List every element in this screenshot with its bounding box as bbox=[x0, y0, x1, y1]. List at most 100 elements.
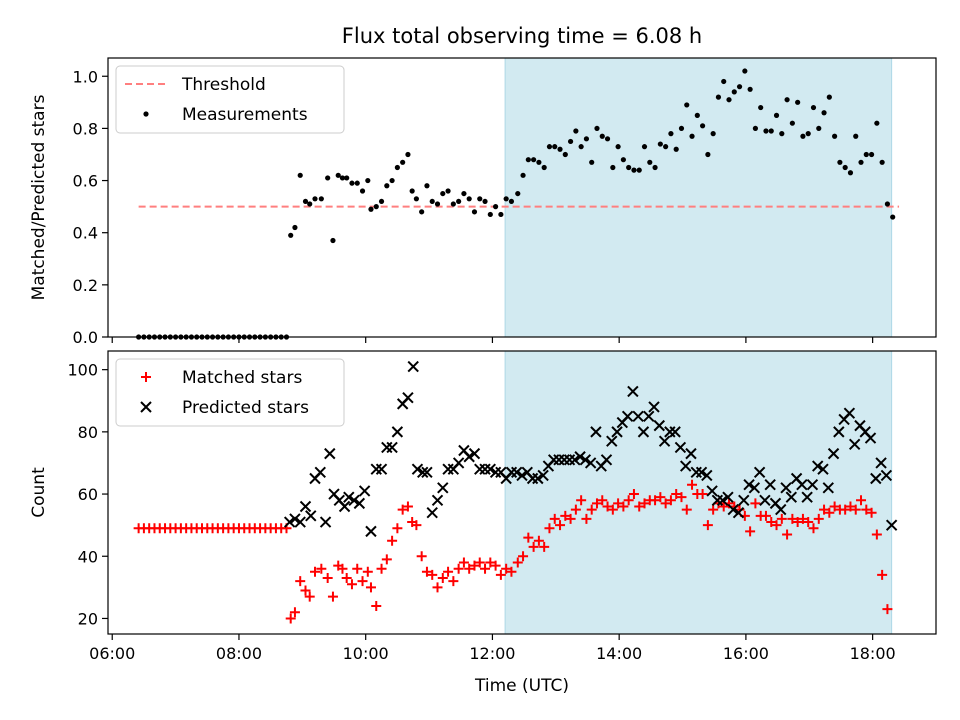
data-point bbox=[663, 144, 669, 150]
data-point bbox=[289, 607, 300, 618]
data-point bbox=[463, 451, 475, 463]
data-point bbox=[764, 479, 776, 491]
data-point bbox=[648, 401, 660, 413]
data-point bbox=[407, 360, 419, 373]
data-point bbox=[450, 201, 456, 207]
data-point bbox=[501, 563, 512, 574]
data-point bbox=[389, 177, 395, 184]
data-point bbox=[706, 485, 718, 497]
data-point bbox=[710, 131, 716, 137]
data-point bbox=[840, 504, 851, 515]
data-point bbox=[581, 513, 592, 524]
data-point bbox=[376, 563, 387, 574]
data-point bbox=[589, 159, 595, 165]
data-point bbox=[375, 463, 388, 475]
data-point bbox=[552, 144, 558, 150]
data-point bbox=[484, 463, 497, 475]
data-point bbox=[400, 159, 406, 165]
legend-label: Predicted stars bbox=[182, 398, 309, 418]
data-point bbox=[532, 472, 544, 485]
plot-frame bbox=[107, 57, 937, 338]
y-axis-label: Matched/Predicted stars bbox=[29, 94, 49, 300]
data-point bbox=[295, 576, 306, 587]
data-point bbox=[570, 504, 581, 515]
data-point bbox=[679, 460, 692, 472]
data-point bbox=[477, 196, 483, 202]
data-point bbox=[316, 563, 327, 574]
data-point bbox=[879, 159, 885, 165]
data-point bbox=[874, 120, 880, 126]
data-point bbox=[875, 457, 887, 469]
data-point bbox=[796, 479, 808, 491]
data-point bbox=[621, 410, 634, 423]
data-point bbox=[684, 102, 690, 108]
data-point bbox=[880, 469, 893, 482]
data-point bbox=[466, 196, 472, 202]
data-point bbox=[689, 133, 695, 139]
data-point bbox=[448, 576, 459, 587]
legend-label: Threshold bbox=[181, 75, 266, 95]
data-point bbox=[338, 500, 351, 513]
data-point bbox=[597, 495, 608, 506]
data-point bbox=[515, 190, 521, 197]
legend-label: Measurements bbox=[182, 105, 308, 125]
data-point bbox=[653, 419, 666, 432]
data-point bbox=[411, 520, 422, 531]
x-tick-label: 08:00 bbox=[216, 644, 262, 663]
data-point bbox=[549, 513, 560, 524]
data-point bbox=[560, 510, 571, 521]
data-point bbox=[314, 466, 326, 478]
data-point bbox=[578, 144, 584, 150]
data-point bbox=[283, 516, 296, 528]
data-point bbox=[668, 131, 674, 137]
data-point bbox=[821, 110, 827, 116]
data-point bbox=[445, 188, 451, 194]
data-point bbox=[310, 566, 320, 577]
data-point bbox=[771, 520, 782, 531]
data-point bbox=[464, 563, 475, 574]
data-point bbox=[304, 591, 315, 602]
data-point bbox=[322, 573, 333, 584]
data-point bbox=[643, 410, 655, 423]
series-predicted-stars bbox=[283, 360, 898, 538]
data-point bbox=[636, 167, 642, 173]
data-point bbox=[307, 201, 313, 207]
data-point bbox=[471, 209, 478, 215]
data-point bbox=[452, 457, 465, 469]
data-point bbox=[503, 196, 509, 202]
data-point bbox=[800, 133, 806, 139]
data-point bbox=[324, 447, 336, 460]
legend-box bbox=[115, 358, 345, 427]
legend: Threshold Measurements bbox=[115, 65, 345, 134]
data-point bbox=[456, 198, 462, 205]
data-point bbox=[343, 491, 355, 503]
data-point bbox=[562, 151, 568, 158]
data-point bbox=[780, 482, 792, 494]
data-point bbox=[745, 526, 756, 537]
data-point bbox=[715, 94, 722, 100]
data-point bbox=[490, 560, 501, 571]
data-point bbox=[391, 426, 404, 438]
data-point bbox=[346, 579, 357, 590]
data-point bbox=[611, 426, 623, 438]
data-point bbox=[705, 151, 711, 158]
data-point bbox=[528, 541, 539, 552]
data-point bbox=[817, 463, 829, 475]
data-point bbox=[312, 196, 318, 202]
data-point bbox=[416, 551, 427, 562]
data-point bbox=[405, 151, 411, 158]
plot-frame bbox=[107, 350, 937, 635]
data-point bbox=[866, 507, 877, 518]
data-point bbox=[591, 498, 602, 509]
y-tick-label: 0.6 bbox=[73, 172, 98, 191]
data-point bbox=[856, 495, 867, 506]
data-point bbox=[325, 175, 331, 181]
data-point bbox=[747, 86, 753, 92]
data-point bbox=[634, 501, 645, 512]
data-point bbox=[685, 447, 697, 460]
data-point bbox=[847, 170, 854, 176]
y-tick-label: 40 bbox=[78, 547, 98, 566]
data-point bbox=[358, 485, 371, 497]
data-point bbox=[544, 523, 555, 534]
data-point bbox=[766, 517, 777, 528]
